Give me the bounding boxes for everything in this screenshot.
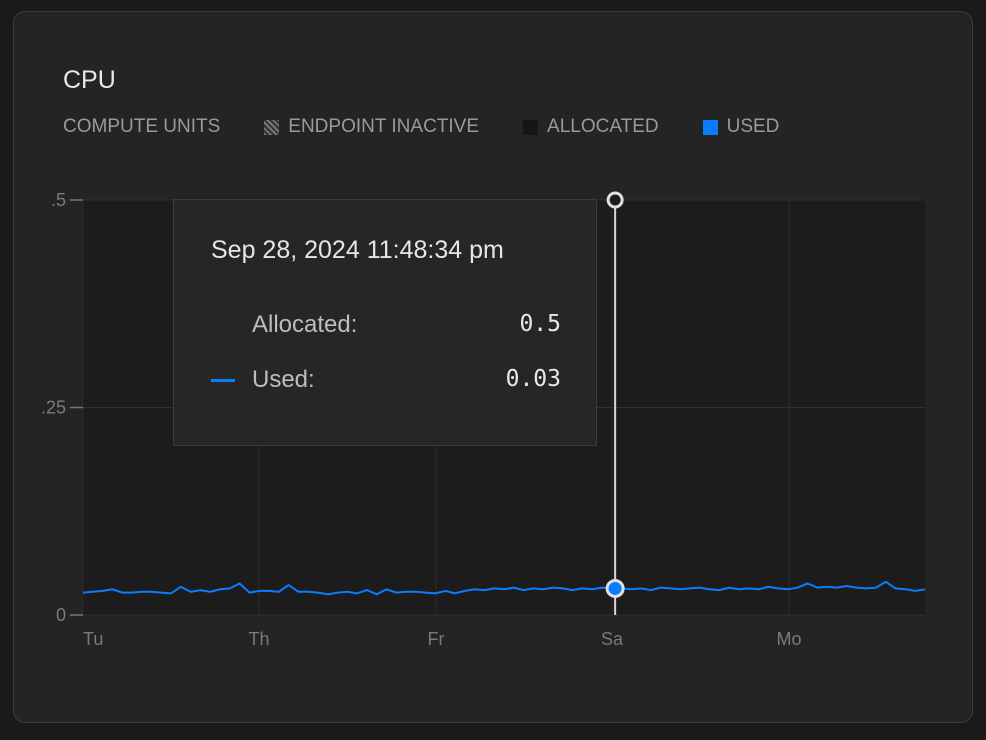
used-swatch [702,119,718,135]
x-tick-label: Mo [776,629,801,649]
x-tick-label: Sa [601,629,624,649]
tooltip: Sep 28, 2024 11:48:34 pm Allocated: 0.5 … [173,199,597,446]
used-line-marker [211,379,235,382]
used-hover-point [605,578,625,598]
allocated-swatch [523,119,539,135]
legend-allocated[interactable]: ALLOCATED [523,116,659,138]
y-tick-label: 0 [56,605,66,625]
tooltip-date: Sep 28, 2024 11:48:34 pm [211,236,504,264]
x-tick-label: Th [248,629,269,649]
x-tick-label: Tu [83,629,103,649]
allocated-hover-point [606,191,624,209]
legend: COMPUTE UNITS ENDPOINT INACTIVE ALLOCATE… [63,116,823,138]
chart-title: CPU [63,66,116,94]
hatched-square-icon [264,119,280,135]
used-series-line [82,580,926,596]
x-tick-label: Fr [428,629,445,649]
legend-endpoint-inactive[interactable]: ENDPOINT INACTIVE [264,116,479,138]
y-tick-label: .5 [51,190,66,210]
legend-units: COMPUTE UNITS [63,116,221,137]
legend-used[interactable]: USED [702,116,779,138]
y-tick-label: .25 [41,398,66,418]
